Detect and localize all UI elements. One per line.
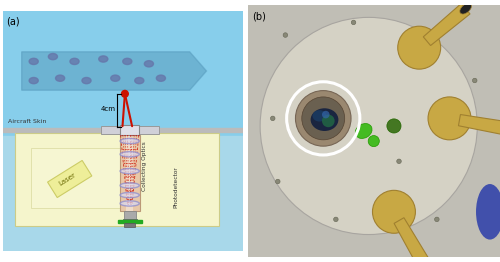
Text: Photodetector: Photodetector: [173, 166, 178, 208]
Ellipse shape: [420, 258, 429, 262]
Bar: [124, 211, 136, 219]
Polygon shape: [248, 5, 500, 257]
Bar: [32, 148, 132, 208]
Bar: [120, 124, 140, 135]
Ellipse shape: [310, 108, 338, 131]
Circle shape: [428, 97, 471, 140]
Circle shape: [398, 26, 440, 69]
Circle shape: [372, 190, 416, 233]
Circle shape: [276, 179, 280, 184]
Ellipse shape: [120, 183, 140, 188]
Text: (a): (a): [6, 17, 20, 27]
Text: Laser: Laser: [58, 171, 77, 187]
Text: (b): (b): [252, 11, 266, 21]
Ellipse shape: [29, 78, 38, 84]
Circle shape: [442, 28, 446, 32]
Ellipse shape: [120, 168, 140, 174]
Circle shape: [396, 159, 402, 163]
Text: Collecting Optics: Collecting Optics: [142, 141, 147, 191]
Bar: [122, 219, 137, 221]
Circle shape: [368, 135, 380, 147]
Circle shape: [472, 78, 477, 83]
Circle shape: [334, 217, 338, 222]
Circle shape: [260, 17, 478, 234]
Polygon shape: [394, 218, 430, 262]
Circle shape: [270, 116, 275, 121]
Text: Aircraft Skin: Aircraft Skin: [8, 119, 47, 124]
Bar: [124, 223, 135, 227]
Ellipse shape: [110, 75, 120, 81]
Ellipse shape: [476, 184, 500, 239]
Ellipse shape: [48, 53, 58, 60]
Ellipse shape: [29, 58, 38, 64]
Bar: [2, 128, 242, 132]
Ellipse shape: [120, 193, 140, 198]
Circle shape: [352, 20, 356, 25]
Ellipse shape: [98, 56, 108, 62]
Ellipse shape: [460, 3, 471, 14]
Bar: [126, 135, 134, 211]
FancyArrow shape: [22, 52, 206, 90]
Circle shape: [122, 90, 128, 97]
Text: 4cm: 4cm: [100, 106, 116, 112]
Circle shape: [434, 217, 439, 222]
Circle shape: [322, 111, 330, 118]
Circle shape: [283, 33, 288, 37]
Polygon shape: [2, 136, 242, 251]
Circle shape: [302, 97, 344, 140]
Ellipse shape: [355, 124, 372, 138]
Ellipse shape: [156, 75, 166, 81]
Ellipse shape: [144, 61, 154, 67]
Ellipse shape: [70, 58, 79, 64]
Ellipse shape: [122, 58, 132, 64]
Ellipse shape: [312, 110, 326, 122]
Circle shape: [387, 119, 401, 133]
Circle shape: [296, 91, 351, 146]
Ellipse shape: [56, 75, 64, 81]
Circle shape: [322, 114, 334, 127]
Polygon shape: [48, 160, 92, 198]
Bar: [14, 133, 218, 226]
Ellipse shape: [120, 138, 140, 144]
Bar: [118, 220, 142, 223]
Ellipse shape: [120, 201, 140, 206]
Bar: [101, 125, 120, 134]
Polygon shape: [424, 3, 470, 46]
Bar: [14, 133, 218, 226]
Ellipse shape: [134, 78, 144, 84]
Bar: [120, 135, 140, 211]
Polygon shape: [458, 114, 500, 136]
Ellipse shape: [120, 152, 140, 157]
Bar: [140, 125, 158, 134]
Polygon shape: [2, 11, 242, 251]
Ellipse shape: [82, 78, 91, 84]
